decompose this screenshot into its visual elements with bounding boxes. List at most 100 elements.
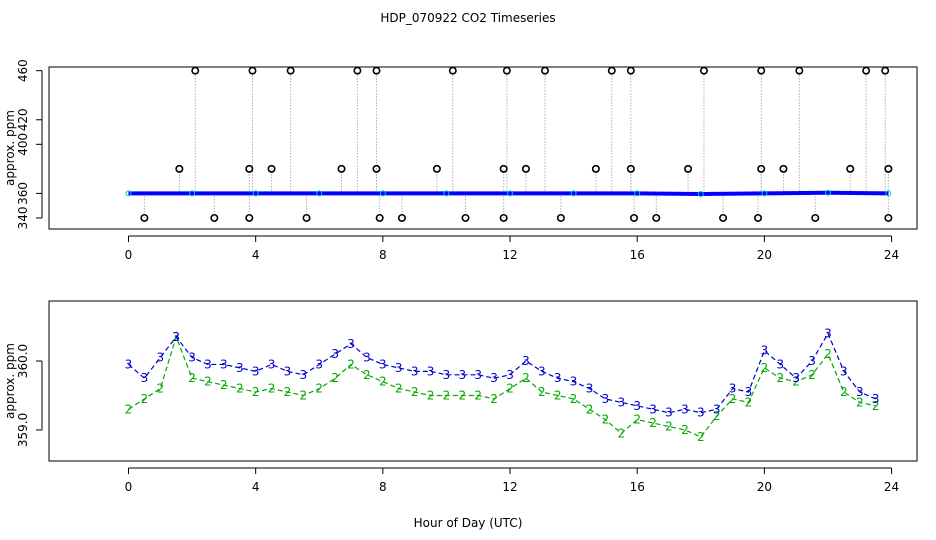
data-point: 2 <box>570 392 578 406</box>
data-point <box>245 213 254 222</box>
data-point <box>353 66 362 75</box>
data-point <box>502 66 511 75</box>
y-axis-label: approx. ppm <box>3 110 17 186</box>
data-point <box>846 164 855 173</box>
y-tick-label: 460 <box>16 59 30 82</box>
y-tick-label: 359.0 <box>16 413 30 447</box>
chart-title: HDP_070922 CO2 Timeseries <box>380 11 555 25</box>
x-tick-label: 8 <box>379 248 387 262</box>
data-point <box>607 66 616 75</box>
x-axis-label: Hour of Day (UTC) <box>414 516 523 530</box>
data-point <box>630 213 639 222</box>
data-point <box>189 190 196 197</box>
data-point <box>302 213 311 222</box>
data-point: 2 <box>665 420 673 434</box>
data-point <box>210 213 219 222</box>
data-point: 3 <box>602 392 610 406</box>
data-point: 3 <box>300 368 308 382</box>
data-point: 3 <box>665 406 673 420</box>
data-point <box>652 213 661 222</box>
data-point: 2 <box>745 395 753 409</box>
data-point: 3 <box>490 371 498 385</box>
data-point: 2 <box>347 357 355 371</box>
x-tick-label: 4 <box>252 248 260 262</box>
data-point <box>521 164 530 173</box>
data-point <box>397 213 406 222</box>
data-point: 2 <box>411 385 419 399</box>
data-point: 3 <box>315 357 323 371</box>
data-point: 3 <box>459 368 467 382</box>
data-point <box>697 191 704 198</box>
data-point: 2 <box>776 371 784 385</box>
data-point: 3 <box>284 364 292 378</box>
data-point <box>719 213 728 222</box>
plot-frame <box>48 66 918 230</box>
data-point: 3 <box>745 385 753 399</box>
data-point: 2 <box>713 409 721 423</box>
data-point: 2 <box>459 388 467 402</box>
data-point: 3 <box>697 406 705 420</box>
data-point: 2 <box>761 361 769 375</box>
data-point: 3 <box>268 357 276 371</box>
data-point: 2 <box>808 368 816 382</box>
x-axis: 0 4 8 12 16 20 24 <box>125 235 899 262</box>
data-point <box>757 66 766 75</box>
y-tick-label: 340 <box>16 207 30 230</box>
data-point: 2 <box>156 382 164 396</box>
data-point <box>125 190 132 197</box>
data-point: 3 <box>236 361 244 375</box>
data-point <box>570 190 577 197</box>
data-point: 3 <box>570 375 578 389</box>
series-line <box>128 335 876 438</box>
data-point <box>379 190 386 197</box>
data-point: 3 <box>141 371 149 385</box>
data-point <box>795 66 804 75</box>
data-point: 3 <box>156 351 164 365</box>
data-point: 3 <box>554 371 562 385</box>
data-point <box>699 66 708 75</box>
data-point: 2 <box>602 413 610 427</box>
data-point: 2 <box>538 385 546 399</box>
data-point: 2 <box>681 423 689 437</box>
data-point <box>448 66 457 75</box>
data-point: 3 <box>617 395 625 409</box>
data-point <box>267 164 276 173</box>
y-tick-label: 360.0 <box>16 344 30 378</box>
data-point: 2 <box>697 430 705 444</box>
data-point <box>626 66 635 75</box>
data-point: 3 <box>776 357 784 371</box>
data-point <box>175 164 184 173</box>
data-point: 2 <box>331 371 339 385</box>
data-point: 3 <box>824 326 832 340</box>
y-axis: 340 360 400 420 460 approx. ppm <box>3 59 43 230</box>
data-point: 3 <box>538 364 546 378</box>
data-point: 2 <box>284 385 292 399</box>
data-point: 2 <box>649 416 657 430</box>
data-point <box>761 190 768 197</box>
data-point <box>824 189 831 196</box>
data-point: 3 <box>586 382 594 396</box>
data-point: 2 <box>824 347 832 361</box>
data-point: 2 <box>427 388 435 402</box>
data-point: 2 <box>554 388 562 402</box>
data-point: 3 <box>856 385 864 399</box>
x-tick-label: 16 <box>630 248 645 262</box>
y-tick-label: 400 <box>16 133 30 156</box>
data-point <box>884 164 893 173</box>
data-point: 2 <box>856 395 864 409</box>
data-point: 3 <box>347 337 355 351</box>
data-point: 3 <box>522 354 530 368</box>
x-tick-label: 8 <box>379 480 387 494</box>
data-point: 2 <box>633 413 641 427</box>
data-point: 2 <box>125 402 133 416</box>
data-point: 3 <box>506 368 514 382</box>
data-point: 3 <box>220 357 228 371</box>
data-point <box>591 164 600 173</box>
data-point: 3 <box>252 364 260 378</box>
data-point <box>811 213 820 222</box>
data-point: 2 <box>792 375 800 389</box>
data-point <box>286 66 295 75</box>
